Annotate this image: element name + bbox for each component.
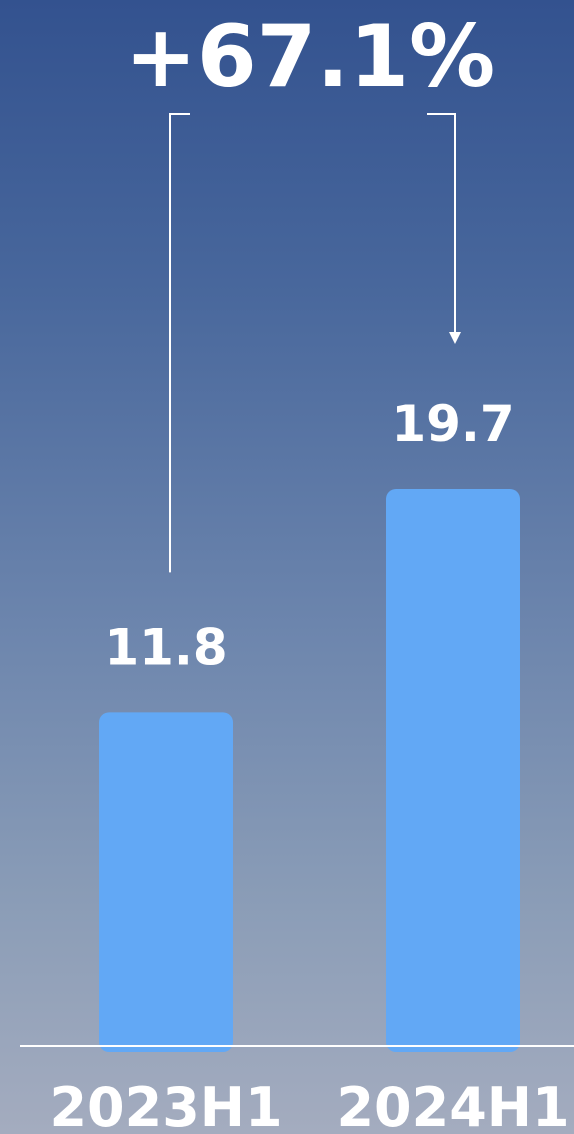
value-label-2024H1: 19.7 — [391, 395, 514, 453]
bar-2023H1 — [99, 712, 233, 1052]
value-labels: 11.8 19.7 — [104, 395, 514, 676]
arrow-down-icon — [449, 332, 461, 344]
x-tick-label-2023H1: 2023H1 — [49, 1076, 282, 1134]
bar-2024H1 — [386, 489, 520, 1052]
x-tick-label-2024H1: 2024H1 — [336, 1076, 569, 1134]
value-label-2023H1: 11.8 — [104, 618, 227, 676]
change-bracket-line — [169, 113, 456, 573]
x-tick-labels: 2023H1 2024H1 — [49, 1076, 569, 1134]
change-bracket — [169, 113, 461, 573]
change-percent-label: +67.1% — [125, 7, 495, 107]
bars — [99, 489, 520, 1052]
